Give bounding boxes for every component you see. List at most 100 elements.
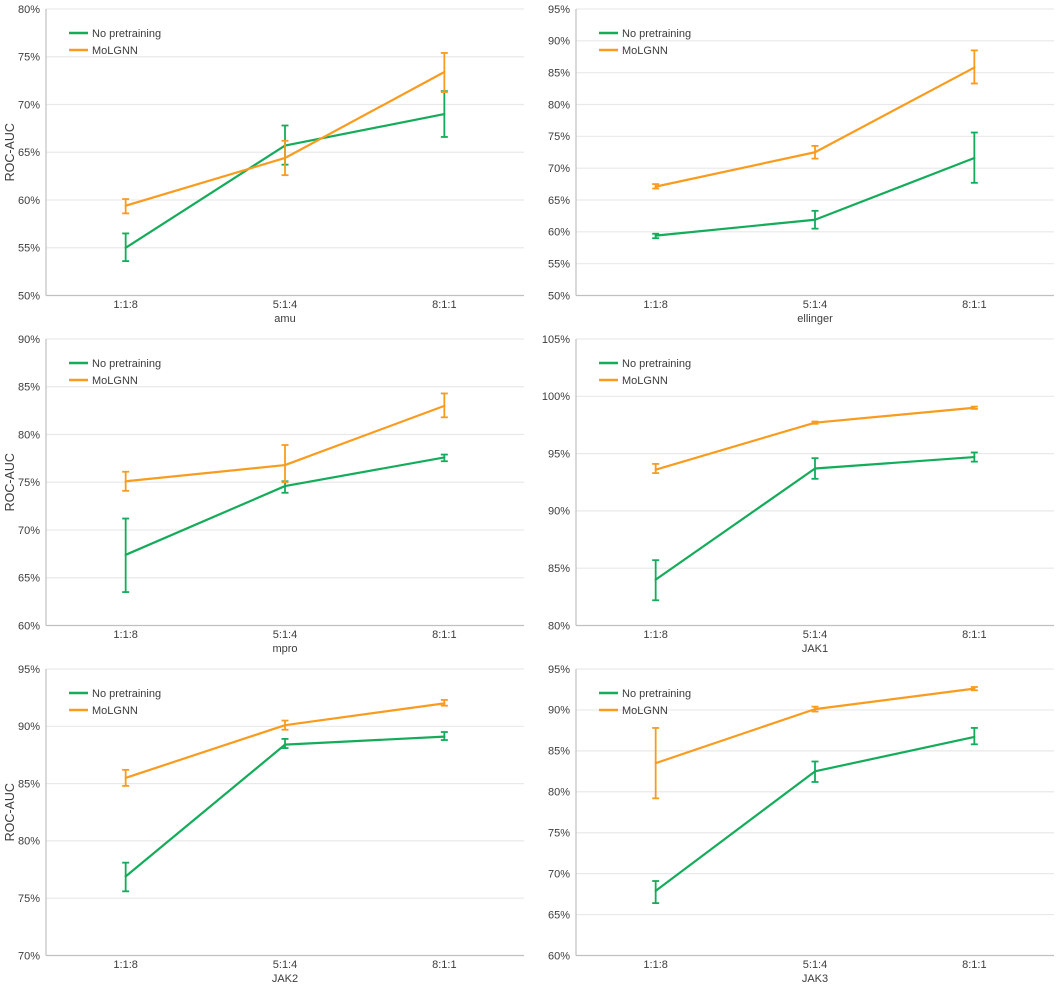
x-category-label: 8:1:1: [962, 959, 986, 971]
chart-canvas-jak3: 95% 90% 85% 80% 75% 70% 65% 60% 1:1:8 5:1:4 8:1:1 J…: [548, 664, 1054, 985]
chart-canvas-mpro: 90% 85% 80% 75% 70% 65% 60% 1:1:8 5:1:4 8:1:1 mpro…: [3, 334, 524, 655]
x-category-label: 8:1:1: [432, 299, 456, 311]
y-tick-label: 80%: [18, 4, 40, 16]
x-axis-title: amu: [274, 313, 295, 325]
legend-label-molgnn: MoLGNN: [622, 375, 668, 387]
chart-canvas-ellinger: 95% 90% 85% 80% 75% 70% 65% 60% 55% 50% 1:1:8 5:1:4…: [548, 4, 1054, 325]
x-axis-title: JAK1: [802, 643, 828, 655]
x-category-label: 5:1:4: [803, 629, 827, 641]
y-tick-label: 85%: [548, 746, 570, 758]
y-tick-label: 80%: [18, 429, 40, 441]
y-tick-label: 70%: [548, 163, 570, 175]
y-tick-label: 65%: [18, 147, 40, 159]
y-tick-label: 55%: [548, 258, 570, 270]
x-axis-title: ellinger: [797, 313, 833, 325]
y-tick-label: 75%: [18, 52, 40, 64]
legend-label-molgnn: MoLGNN: [622, 45, 668, 57]
legend-label-molgnn: MoLGNN: [622, 705, 668, 717]
legend-label-molgnn: MoLGNN: [92, 705, 138, 717]
y-tick-label: 80%: [548, 99, 570, 111]
y-tick-label: 80%: [548, 787, 570, 799]
y-tick-label: 60%: [18, 620, 40, 632]
y-tick-label: 70%: [18, 950, 40, 962]
y-tick-label: 75%: [18, 477, 40, 489]
legend-label-no-pretraining: No pretraining: [622, 358, 691, 370]
legend-label-no-pretraining: No pretraining: [92, 28, 161, 40]
x-category-label: 5:1:4: [803, 959, 827, 971]
x-axis-title: JAK3: [802, 973, 828, 985]
y-tick-label: 60%: [18, 195, 40, 207]
y-tick-label: 75%: [548, 828, 570, 840]
chart-panel: 90% 85% 80% 75% 70% 65% 60% 1:1:8 5:1:4 8:1:1 mpro…: [0, 330, 530, 660]
y-axis-title: ROC-AUC: [3, 783, 17, 841]
x-category-label: 1:1:8: [643, 629, 667, 641]
x-category-label: 8:1:1: [962, 629, 986, 641]
y-tick-label: 50%: [18, 290, 40, 302]
y-tick-label: 105%: [542, 334, 570, 346]
y-tick-label: 90%: [18, 334, 40, 346]
chart-canvas-jak1: 105% 100% 95% 90% 85% 80% 1:1:8 5:1:4 8:1:1 JAK1 N…: [542, 334, 1054, 655]
x-category-label: 1:1:8: [113, 959, 137, 971]
y-tick-label: 65%: [548, 909, 570, 921]
legend-label-no-pretraining: No pretraining: [92, 358, 161, 370]
y-tick-label: 75%: [18, 893, 40, 905]
y-tick-label: 75%: [548, 131, 570, 143]
y-tick-label: 90%: [18, 721, 40, 733]
y-tick-label: 80%: [18, 836, 40, 848]
y-tick-label: 95%: [548, 4, 570, 16]
x-category-label: 1:1:8: [113, 629, 137, 641]
x-axis-title: mpro: [272, 643, 297, 655]
y-tick-label: 95%: [548, 448, 570, 460]
y-tick-label: 85%: [548, 67, 570, 79]
chart-canvas-jak2: 95% 90% 85% 80% 75% 70% 1:1:8 5:1:4 8:1:1 JAK2 ROC…: [3, 664, 524, 985]
y-axis-title: ROC-AUC: [3, 453, 17, 511]
y-axis-title: ROC-AUC: [3, 123, 17, 181]
y-tick-label: 85%: [18, 778, 40, 790]
chart-canvas-amu: 80% 75% 70% 65% 60% 55% 50% 1:1:8 5:1:4 8:1:1 amu R…: [3, 4, 524, 325]
y-tick-label: 85%: [548, 563, 570, 575]
y-tick-label: 60%: [548, 950, 570, 962]
chart-panel: 95% 90% 85% 80% 75% 70% 65% 60% 55% 50% 1:1:8 5:1:4…: [530, 0, 1059, 330]
y-tick-label: 85%: [18, 382, 40, 394]
y-tick-label: 50%: [548, 290, 570, 302]
x-category-label: 5:1:4: [273, 299, 297, 311]
chart-panel: 95% 90% 85% 80% 75% 70% 65% 60% 1:1:8 5:1:4 8:1:1 J…: [530, 660, 1059, 991]
y-tick-label: 70%: [548, 868, 570, 880]
chart-panel: 95% 90% 85% 80% 75% 70% 1:1:8 5:1:4 8:1:1 JAK2 ROC…: [0, 660, 530, 991]
y-tick-label: 95%: [18, 664, 40, 676]
y-tick-label: 65%: [548, 195, 570, 207]
x-category-label: 8:1:1: [432, 629, 456, 641]
y-tick-label: 95%: [548, 664, 570, 676]
x-category-label: 5:1:4: [803, 299, 827, 311]
series-line-molgnn: [654, 687, 976, 765]
y-tick-label: 90%: [548, 36, 570, 48]
x-category-label: 5:1:4: [273, 629, 297, 641]
x-category-label: 1:1:8: [113, 299, 137, 311]
y-tick-label: 65%: [18, 573, 40, 585]
legend-label-no-pretraining: No pretraining: [92, 688, 161, 700]
y-tick-label: 60%: [548, 227, 570, 239]
y-tick-label: 80%: [548, 620, 570, 632]
x-category-label: 1:1:8: [643, 959, 667, 971]
y-tick-label: 55%: [18, 243, 40, 255]
x-category-label: 5:1:4: [273, 959, 297, 971]
y-tick-label: 70%: [18, 99, 40, 111]
chart-panel: 80% 75% 70% 65% 60% 55% 50% 1:1:8 5:1:4 8:1:1 amu R…: [0, 0, 530, 330]
y-tick-label: 90%: [548, 506, 570, 518]
y-tick-label: 90%: [548, 705, 570, 717]
legend-label-no-pretraining: No pretraining: [622, 28, 691, 40]
y-tick-label: 100%: [542, 391, 570, 403]
series-line-no-pretraining: [124, 735, 446, 878]
y-tick-label: 70%: [18, 525, 40, 537]
chart-panel: 105% 100% 95% 90% 85% 80% 1:1:8 5:1:4 8:1:1 JAK1 N…: [530, 330, 1059, 660]
legend-label-molgnn: MoLGNN: [92, 375, 138, 387]
x-axis-title: JAK2: [272, 973, 298, 985]
x-category-label: 1:1:8: [643, 299, 667, 311]
x-category-label: 8:1:1: [962, 299, 986, 311]
legend-label-no-pretraining: No pretraining: [622, 688, 691, 700]
series-line-molgnn: [654, 66, 976, 188]
series-line-no-pretraining: [654, 735, 976, 892]
legend-label-molgnn: MoLGNN: [92, 45, 138, 57]
x-category-label: 8:1:1: [432, 959, 456, 971]
